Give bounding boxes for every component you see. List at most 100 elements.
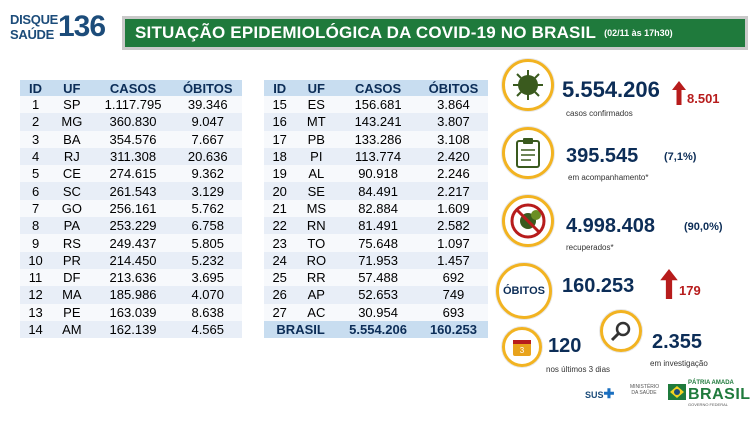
col-id: ID — [20, 80, 52, 96]
cell-uf: PR — [51, 251, 93, 269]
cell-id: 20 — [264, 182, 296, 200]
cell-obitos: 8.638 — [173, 303, 242, 321]
cell-id: 4 — [20, 147, 52, 166]
clipboard-icon — [502, 127, 554, 179]
table-row: 5 CE 274.615 9.362 — [20, 165, 242, 183]
cell-id: 22 — [264, 217, 296, 235]
table-row: 8 PA 253.229 6.758 — [20, 217, 242, 235]
cell-casos: 274.615 — [92, 165, 174, 183]
cell-uf: SE — [295, 182, 338, 200]
cell-obitos: 3.864 — [418, 96, 488, 114]
virus-icon — [502, 59, 554, 111]
cell-obitos: 2.246 — [418, 165, 488, 183]
cell-obitos: 4.070 — [173, 286, 242, 304]
recovered-label: recuperados* — [566, 243, 614, 252]
up-arrow-icon — [672, 81, 686, 105]
cell-id: 12 — [20, 286, 52, 304]
logo-line1: DISQUE — [10, 12, 59, 27]
cell-id: 14 — [20, 320, 52, 339]
table-row: 11 DF 213.636 3.695 — [20, 268, 242, 287]
cell-casos: 71.953 — [337, 251, 419, 269]
cell-obitos: 4.565 — [173, 320, 242, 339]
brasil-text: BRASIL — [688, 386, 751, 403]
cell-casos: 162.139 — [92, 320, 174, 339]
cell-uf: TO — [295, 234, 338, 252]
logo-line2: SAÚDE — [10, 27, 55, 42]
cell-id: 1 — [20, 96, 52, 114]
cell-obitos: 2.582 — [418, 217, 488, 235]
cell-casos: 256.161 — [92, 199, 174, 218]
cell-casos: 75.648 — [337, 234, 419, 252]
cell-obitos: 692 — [418, 268, 488, 287]
states-table-left: ID UF CASOS ÓBITOS 1 SP 1.117.795 39.346 2 MG… — [20, 80, 242, 339]
cell-obitos: 749 — [418, 286, 488, 304]
up-arrow-icon — [660, 269, 678, 299]
page-date: (02/11 às 17h30) — [604, 28, 673, 38]
cell-obitos: 2.420 — [418, 147, 488, 166]
cell-casos: 185.986 — [92, 286, 174, 304]
cell-obitos: 2.217 — [418, 182, 488, 200]
table-row: 21 MS 82.884 1.609 — [264, 199, 488, 218]
page-header: SITUAÇÃO EPIDEMIOLÓGICA DA COVID-19 NO B… — [122, 16, 748, 50]
confirmed-label: casos confirmados — [566, 109, 633, 118]
total-casos: 5.554.206 — [337, 320, 419, 339]
cell-id: 16 — [264, 113, 296, 131]
table-row: 7 GO 256.161 5.762 — [20, 199, 242, 218]
recent-label: nos últimos 3 dias — [546, 365, 611, 374]
cell-casos: 113.774 — [337, 147, 419, 166]
cell-uf: CE — [51, 165, 93, 183]
cell-obitos: 7.667 — [173, 130, 242, 148]
table-row: 12 MA 185.986 4.070 — [20, 286, 242, 304]
cell-uf: AP — [295, 286, 338, 304]
cell-obitos: 20.636 — [173, 147, 242, 166]
cell-id: 5 — [20, 165, 52, 183]
cell-obitos: 3.129 — [173, 182, 242, 200]
cell-obitos: 5.805 — [173, 234, 242, 252]
recent-value: 120 — [548, 335, 582, 357]
cell-uf: PB — [295, 130, 338, 148]
cell-obitos: 693 — [418, 303, 488, 321]
cell-uf: MG — [51, 113, 93, 131]
investigation-label: em investigação — [650, 359, 708, 368]
cell-obitos: 1.457 — [418, 251, 488, 269]
col-id: ID — [264, 80, 296, 96]
table-row: 25 RR 57.488 692 — [264, 268, 488, 287]
deaths-value: 160.253 — [562, 275, 635, 297]
gov-text: GOVERNO FEDERAL — [688, 402, 729, 407]
cell-obitos: 39.346 — [173, 96, 242, 114]
table-row: 23 TO 75.648 1.097 — [264, 234, 488, 252]
plus-icon: ✚ — [603, 386, 615, 401]
total-row: BRASIL 5.554.206 160.253 — [264, 320, 488, 339]
states-table-right: ID UF CASOS ÓBITOS 15 ES 156.681 3.864 16 MT 1… — [264, 80, 488, 339]
cell-casos: 156.681 — [337, 96, 419, 114]
cell-id: 18 — [264, 147, 296, 166]
cell-id: 25 — [264, 268, 296, 287]
ministry-logo: MINISTÉRIO DA SAÚDE — [630, 384, 660, 396]
cell-casos: 354.576 — [92, 130, 174, 148]
cell-casos: 84.491 — [337, 182, 419, 200]
cell-uf: SP — [51, 96, 93, 114]
table-row: 20 SE 84.491 2.217 — [264, 182, 488, 200]
cell-casos: 261.543 — [92, 182, 174, 200]
table-row: 2 MG 360.830 9.047 — [20, 113, 242, 131]
brasil-tag: PÁTRIA AMADA — [688, 380, 734, 386]
cell-uf: BA — [51, 130, 93, 148]
cell-obitos: 6.758 — [173, 217, 242, 235]
obitos-badge: ÓBITOS — [496, 263, 552, 319]
col-obitos: ÓBITOS — [173, 80, 242, 96]
cell-obitos: 9.362 — [173, 165, 242, 183]
total-obitos: 160.253 — [418, 320, 488, 339]
confirmed-delta: 8.501 — [687, 91, 720, 106]
states-table-right-body: 15 ES 156.681 3.864 16 MT 143.241 3.807 17 PB 133.… — [264, 96, 488, 321]
calendar-icon-text: 3 — [520, 346, 525, 355]
total-label: BRASIL — [264, 320, 338, 339]
no-virus-icon — [502, 195, 554, 247]
calendar-icon: 3 — [502, 327, 542, 367]
stats-panel: 5.554.206 8.501 casos confirmados 395.54… — [494, 55, 749, 377]
cell-obitos: 3.695 — [173, 268, 242, 287]
col-uf: UF — [51, 80, 93, 96]
cell-obitos: 3.108 — [418, 130, 488, 148]
table-row: 18 PI 113.774 2.420 — [264, 147, 488, 166]
page-title: SITUAÇÃO EPIDEMIOLÓGICA DA COVID-19 NO B… — [135, 23, 597, 42]
cell-casos: 90.918 — [337, 165, 419, 183]
